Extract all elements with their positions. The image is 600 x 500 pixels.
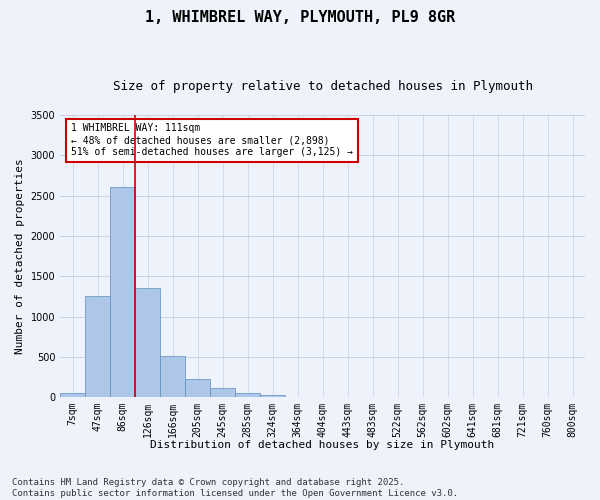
Text: 1 WHIMBREL WAY: 111sqm
← 48% of detached houses are smaller (2,898)
51% of semi-: 1 WHIMBREL WAY: 111sqm ← 48% of detached…	[71, 124, 353, 156]
Bar	[85, 296, 110, 397]
Title: Size of property relative to detached houses in Plymouth: Size of property relative to detached ho…	[113, 80, 533, 93]
Bar	[210, 388, 235, 397]
Bar	[110, 186, 135, 397]
X-axis label: Distribution of detached houses by size in Plymouth: Distribution of detached houses by size …	[151, 440, 495, 450]
Bar	[135, 288, 160, 397]
Text: 1, WHIMBREL WAY, PLYMOUTH, PL9 8GR: 1, WHIMBREL WAY, PLYMOUTH, PL9 8GR	[145, 10, 455, 25]
Bar	[185, 378, 210, 397]
Text: Contains HM Land Registry data © Crown copyright and database right 2025.
Contai: Contains HM Land Registry data © Crown c…	[12, 478, 458, 498]
Bar	[260, 396, 285, 397]
Bar	[60, 393, 85, 397]
Bar	[235, 393, 260, 397]
Y-axis label: Number of detached properties: Number of detached properties	[15, 158, 25, 354]
Bar	[160, 356, 185, 397]
